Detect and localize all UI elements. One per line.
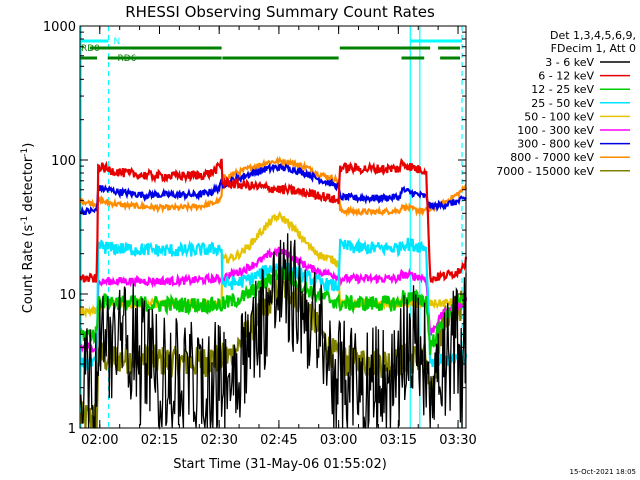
x-axis-label: Start Time (31-May-06 01:55:02)	[173, 457, 387, 472]
y-axis-label: Count Rate (s-1 detector-1)	[20, 143, 36, 314]
y-tick-label: 1	[68, 422, 76, 437]
series-line	[79, 162, 467, 216]
legend-entry-label: 12 - 25 keV	[531, 83, 594, 96]
y-axis-label-exponent: -1	[20, 148, 30, 157]
footer-timestamp: 15-Oct-2021 18:05	[570, 468, 636, 476]
series-line	[79, 156, 468, 218]
x-tick-label: 03:30	[439, 433, 476, 448]
legend-entry-label: 7000 - 15000 keV	[496, 165, 594, 178]
legend-header-line: Det 1,3,4,5,6,9,	[550, 29, 636, 42]
legend-entry-label: 6 - 12 keV	[538, 70, 594, 83]
y-axis-label-part: )	[21, 143, 36, 148]
x-tick-label: 02:15	[141, 433, 178, 448]
n-flag-label: N	[114, 37, 121, 47]
legend-entry-label: 25 - 50 keV	[531, 97, 594, 110]
flag-label-rd0: RD0	[81, 44, 100, 54]
series-line	[80, 233, 467, 431]
series-line	[79, 266, 467, 355]
y-axis-label-exponent: -1	[20, 216, 30, 225]
x-tick-label: 02:45	[260, 433, 297, 448]
legend-entry-label: 100 - 300 keV	[517, 124, 594, 137]
legend-entry-label: 800 - 7000 keV	[510, 151, 594, 164]
y-tick-label: 100	[51, 154, 76, 169]
plot-frame	[79, 25, 467, 429]
series-line	[79, 157, 468, 284]
y-axis-label-part: detector	[21, 156, 36, 216]
y-axis-label-part: Count Rate (s	[21, 225, 36, 314]
legend-entry-label: 3 - 6 keV	[545, 56, 594, 69]
x-tick-label: 03:15	[380, 433, 417, 448]
chart-title: RHESSI Observing Summary Count Rates	[125, 3, 435, 21]
legend-header-line: FDecim 1, Att 0	[551, 42, 636, 55]
legend-entry-label: 300 - 800 keV	[517, 138, 594, 151]
plot-area: N RD0 RD6 02:00 02:15 02:30 02:45 03:00 03:15 03:…	[43, 20, 477, 448]
flag-label-rd6: RD6	[118, 54, 137, 64]
x-tick-label: 02:30	[200, 433, 237, 448]
x-tick-label: 03:00	[320, 433, 357, 448]
legend-entry-label: 50 - 100 keV	[524, 110, 594, 123]
y-tick-label: 1000	[43, 20, 76, 35]
y-tick-label: 10	[59, 288, 76, 303]
x-tick-label: 02:00	[81, 433, 118, 448]
